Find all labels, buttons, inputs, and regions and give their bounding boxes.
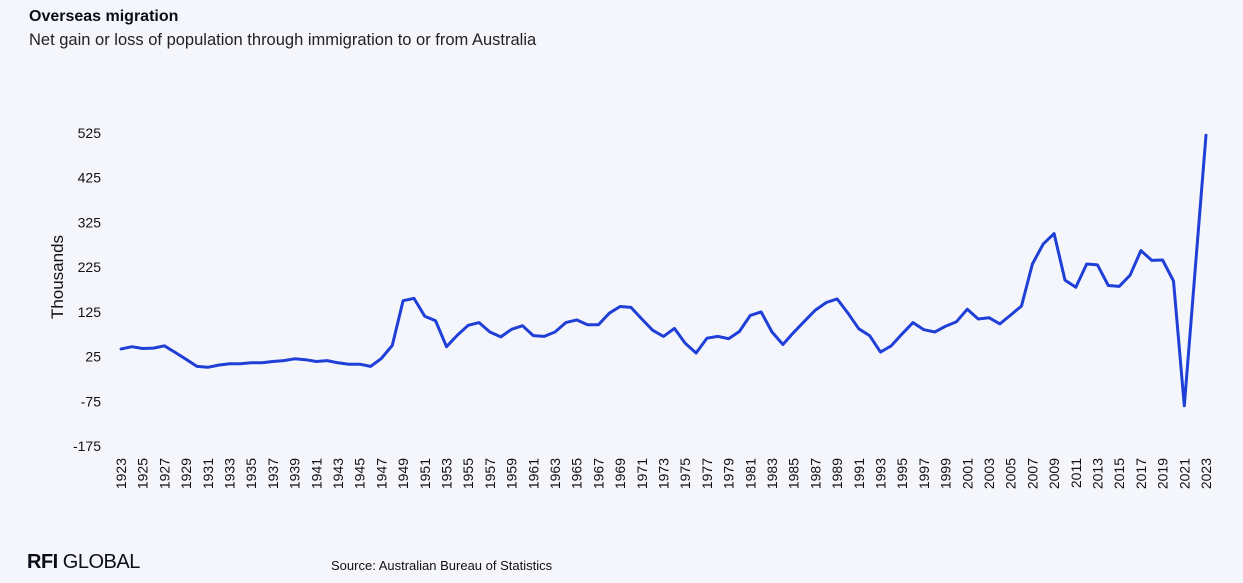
x-tick-label: 2017 bbox=[1133, 458, 1149, 489]
x-tick-label: 1949 bbox=[395, 458, 411, 489]
x-tick-label: 1989 bbox=[829, 458, 845, 489]
x-tick-label: 2007 bbox=[1024, 458, 1040, 489]
x-tick-label: 1953 bbox=[439, 458, 455, 489]
x-tick-label: 1945 bbox=[352, 458, 368, 489]
x-tick-label: 1963 bbox=[547, 458, 563, 489]
x-tick-label: 1977 bbox=[699, 458, 715, 489]
x-tick-label: 1987 bbox=[807, 458, 823, 489]
x-tick-label: 1965 bbox=[569, 458, 585, 489]
x-tick-label: 2009 bbox=[1046, 458, 1062, 489]
x-tick-label: 1969 bbox=[612, 458, 628, 489]
x-tick-label: 1971 bbox=[634, 458, 650, 489]
x-tick-label: 1979 bbox=[721, 458, 737, 489]
x-tick-label: 1941 bbox=[308, 458, 324, 489]
x-tick-label: 1991 bbox=[851, 458, 867, 489]
x-tick-label: 1999 bbox=[938, 458, 954, 489]
x-tick-label: 1923 bbox=[113, 458, 129, 489]
y-tick-label: 425 bbox=[78, 170, 102, 186]
source-note: Source: Australian Bureau of Statistics bbox=[331, 558, 553, 573]
x-tick-label: 1995 bbox=[894, 458, 910, 489]
x-tick-label: 1955 bbox=[460, 458, 476, 489]
logo-rest: GLOBAL bbox=[57, 551, 141, 573]
y-tick-label: 125 bbox=[78, 304, 102, 320]
x-tick-label: 1951 bbox=[417, 458, 433, 489]
y-tick-label: 325 bbox=[78, 214, 102, 230]
x-tick-label: 1983 bbox=[764, 458, 780, 489]
x-tick-label: 1993 bbox=[873, 458, 889, 489]
y-tick-label: -75 bbox=[81, 393, 101, 409]
x-tick-label: 1967 bbox=[590, 458, 606, 489]
rfi-global-logo: RFI GLOBAL bbox=[27, 551, 140, 574]
y-tick-label: 225 bbox=[78, 259, 102, 275]
x-tick-label: 2015 bbox=[1111, 458, 1127, 489]
x-tick-label: 2013 bbox=[1090, 458, 1106, 489]
x-tick-label: 1925 bbox=[135, 458, 151, 489]
x-tick-label: 2021 bbox=[1176, 458, 1192, 489]
y-axis-ticks: 525 425 325 225 125 25 -75 -175 bbox=[73, 125, 101, 454]
series-line bbox=[119, 133, 1208, 408]
y-tick-label: -175 bbox=[73, 438, 101, 454]
x-tick-label: 1957 bbox=[482, 458, 498, 489]
x-tick-label: 1997 bbox=[916, 458, 932, 489]
logo-bold: RFI bbox=[27, 551, 58, 573]
x-tick-label: 1985 bbox=[786, 458, 802, 489]
x-tick-label: 1973 bbox=[656, 458, 672, 489]
x-tick-label: 1981 bbox=[742, 458, 758, 489]
x-tick-label: 1943 bbox=[330, 458, 346, 489]
x-tick-label: 2023 bbox=[1198, 458, 1214, 489]
y-axis-label: Thousands bbox=[48, 235, 67, 319]
x-tick-label: 2011 bbox=[1068, 458, 1084, 488]
x-tick-label: 2005 bbox=[1003, 458, 1019, 489]
x-tick-label: 1935 bbox=[243, 458, 259, 489]
series-group bbox=[119, 133, 1208, 408]
x-tick-label: 1933 bbox=[222, 458, 238, 489]
chart-subtitle: Net gain or loss of population through i… bbox=[29, 31, 537, 49]
x-tick-label: 1939 bbox=[287, 458, 303, 489]
x-tick-label: 1975 bbox=[677, 458, 693, 489]
x-tick-label: 1947 bbox=[373, 458, 389, 489]
x-tick-label: 1927 bbox=[156, 458, 172, 489]
x-tick-label: 1929 bbox=[178, 458, 194, 489]
x-tick-label: 1937 bbox=[265, 458, 281, 489]
x-axis-ticks: 1923 1925 1927 1929 1931 1933 1935 1937 1939 1941… bbox=[113, 458, 1214, 489]
y-tick-label: 525 bbox=[78, 125, 102, 141]
x-tick-label: 2003 bbox=[981, 458, 997, 489]
x-tick-label: 1931 bbox=[200, 458, 216, 489]
chart-title: Overseas migration bbox=[29, 8, 179, 25]
x-tick-label: 2019 bbox=[1155, 458, 1171, 489]
y-tick-label: 25 bbox=[85, 349, 101, 365]
x-tick-label: 1959 bbox=[504, 458, 520, 489]
x-tick-label: 2001 bbox=[959, 458, 975, 489]
x-tick-label: 1961 bbox=[525, 458, 541, 489]
